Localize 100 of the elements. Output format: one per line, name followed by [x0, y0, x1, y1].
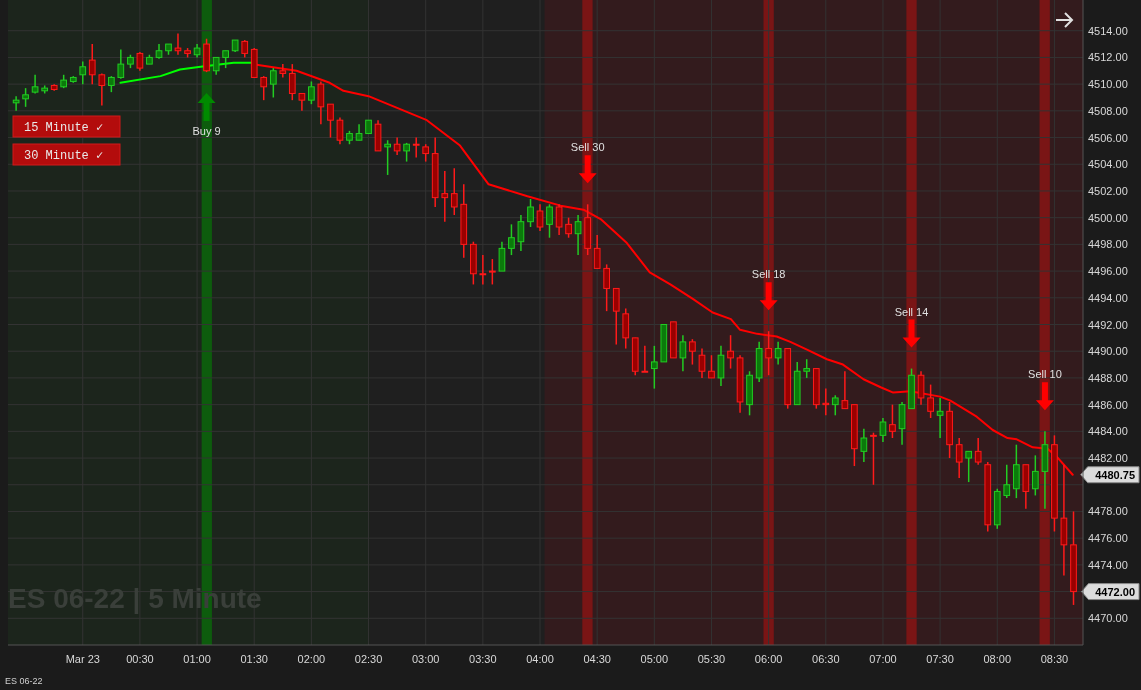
- candlestick: [774, 341, 782, 366]
- candlestick: [317, 80, 325, 125]
- candlestick: [279, 63, 287, 79]
- candlestick: [269, 67, 277, 99]
- y-tick-label: 4494.00: [1088, 291, 1128, 304]
- candlestick: [450, 167, 458, 216]
- candlestick: [1003, 463, 1011, 499]
- y-tick-label: 4504.00: [1088, 158, 1128, 171]
- candlestick: [336, 116, 344, 145]
- candlestick: [727, 334, 734, 370]
- y-tick-label: 4484.00: [1088, 425, 1128, 438]
- candlestick: [641, 345, 649, 373]
- text: ES 06-22: [5, 676, 43, 686]
- x-tick-label: 05:30: [697, 653, 726, 665]
- annotation: 4480.75: [1095, 468, 1135, 481]
- y-tick-label: 4498.00: [1088, 238, 1128, 251]
- y-tick-label: 4488.00: [1088, 371, 1128, 384]
- candlestick: [603, 263, 610, 312]
- candlestick: [412, 136, 420, 159]
- candlestick: [479, 254, 487, 286]
- candlestick: [22, 87, 29, 108]
- candlestick: [98, 72, 106, 107]
- x-tick-label: 06:30: [812, 653, 840, 665]
- y-tick-label: 4482.00: [1088, 452, 1128, 465]
- y-tick-label: 4478.00: [1088, 505, 1128, 518]
- band-label: Sell 14: [894, 305, 929, 318]
- x-tick-label: 05:00: [640, 653, 669, 665]
- candlestick: [974, 437, 982, 466]
- y-tick-label: 4486.00: [1088, 398, 1128, 411]
- candlestick: [79, 60, 87, 85]
- y-tick-label: 4506.00: [1088, 131, 1128, 144]
- candlestick: [870, 431, 877, 486]
- candlestick: [689, 338, 696, 366]
- candlestick: [860, 427, 868, 463]
- candlestick: [384, 139, 391, 176]
- candlestick: [489, 258, 496, 286]
- candlestick: [698, 347, 706, 379]
- candlestick: [879, 417, 887, 443]
- y-tick-label: 4490.00: [1088, 345, 1128, 358]
- y-tick-label: 4502.00: [1088, 184, 1128, 197]
- y-tick-label: 4514.00: [1088, 24, 1128, 37]
- candlestick: [765, 330, 772, 376]
- candlestick: [260, 75, 268, 101]
- candlestick: [717, 345, 725, 387]
- annotation: 30 Minute ✓: [24, 149, 104, 163]
- x-tick-label: 04:30: [583, 653, 611, 665]
- candlestick: [936, 397, 944, 439]
- candlestick: [117, 48, 125, 80]
- candlestick: [308, 80, 315, 105]
- candlestick: [679, 334, 687, 372]
- candlestick: [927, 383, 934, 419]
- y-tick-label: 4474.00: [1088, 558, 1128, 571]
- candlestick: [88, 43, 96, 85]
- candlestick: [650, 345, 658, 390]
- candlestick: [803, 358, 811, 379]
- x-tick-label: 03:30: [469, 653, 497, 665]
- candlestick: [441, 170, 449, 223]
- y-tick-label: 4508.00: [1088, 104, 1128, 117]
- band-label: Sell 18: [751, 268, 786, 281]
- x-tick-label: 06:00: [754, 653, 783, 665]
- y-tick-label: 4492.00: [1088, 318, 1128, 331]
- x-tick-label: 07:30: [926, 653, 954, 665]
- candlestick: [612, 287, 620, 346]
- x-tick-label: 08:30: [1040, 653, 1069, 665]
- candlestick: [955, 437, 963, 479]
- candlestick: [546, 203, 553, 239]
- candlestick: [498, 240, 506, 272]
- x-tick-label: Mar 23: [65, 653, 100, 665]
- candlestick: [841, 370, 849, 410]
- x-tick-label: 01:30: [240, 653, 268, 665]
- x-tick-label: 07:00: [869, 653, 897, 665]
- y-tick-label: 4512.00: [1088, 51, 1128, 64]
- band-label: Sell 10: [1028, 368, 1062, 381]
- toggle-button: 30 Minute ✓: [12, 143, 121, 166]
- candlestick: [593, 234, 601, 270]
- candlestick: [708, 354, 715, 379]
- candlestick: [136, 51, 144, 72]
- x-tick-label: 04:00: [526, 653, 554, 665]
- candlestick: [822, 387, 830, 417]
- candlestick: [555, 203, 563, 236]
- candlestick: [403, 142, 410, 163]
- y-tick-label: 4470.00: [1088, 612, 1128, 625]
- x-tick-label: 02:30: [354, 653, 383, 665]
- band-label: Sell 30: [570, 141, 605, 154]
- band-label: Buy 9: [192, 125, 221, 138]
- candlestick: [574, 214, 582, 256]
- candlestick: [965, 450, 973, 483]
- candlestick: [174, 32, 182, 56]
- toggle-button: 15 Minute ✓: [12, 115, 121, 138]
- x-tick-label: 03:00: [411, 653, 440, 665]
- candlestick: [1031, 454, 1039, 497]
- candlestick: [889, 403, 896, 439]
- candlestick: [517, 214, 525, 252]
- x-tick-label: 00:30: [126, 653, 154, 665]
- candlestick: [831, 394, 839, 417]
- y-tick-label: 4476.00: [1088, 532, 1128, 545]
- x-tick-label: 02:00: [297, 653, 326, 665]
- x-tick-label: 01:00: [183, 653, 211, 665]
- annotation: 4472.00: [1095, 585, 1135, 598]
- candlestick: [508, 223, 515, 256]
